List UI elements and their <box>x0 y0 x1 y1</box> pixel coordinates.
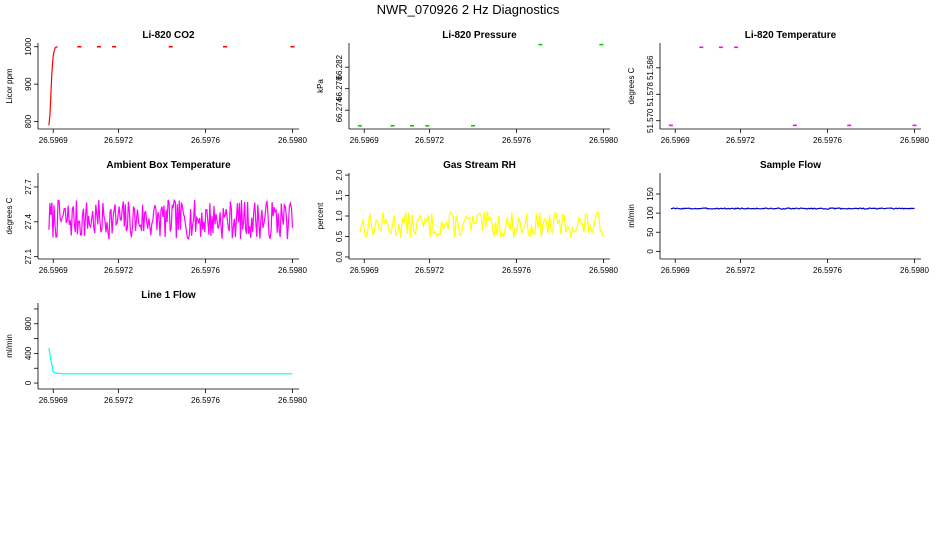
main-title: NWR_070926 2 Hz Diagnostics <box>376 2 560 17</box>
y-tick-label: 66.278 <box>335 76 344 101</box>
x-tick-label: 26.5976 <box>502 136 531 145</box>
y-tick-label: 27.4 <box>24 213 33 229</box>
x-tick-label: 26.5980 <box>589 136 618 145</box>
y-tick-label: 66.282 <box>335 54 344 79</box>
x-tick-label: 26.5972 <box>415 266 444 275</box>
x-tick-label: 26.5980 <box>278 136 307 145</box>
x-tick-label: 26.5969 <box>661 136 690 145</box>
x-tick-label: 26.5980 <box>900 136 929 145</box>
y-axis-label: Licor ppm <box>5 68 14 103</box>
x-tick-label: 26.5972 <box>104 396 133 405</box>
y-tick-label: 2.0 <box>335 169 344 181</box>
panel-3: Li-820 Temperature 26.5969 26.5972 26.5976 2… <box>627 30 929 145</box>
x-tick-label: 26.5976 <box>813 136 842 145</box>
x-tick-label: 26.5969 <box>350 136 379 145</box>
panel-1: Li-820 CO2 26.5969 26.5972 26.5976 26.5980 80… <box>5 30 307 145</box>
y-axis-label: ml/min <box>5 334 14 358</box>
y-axis-label: ml/min <box>627 204 636 228</box>
x-tick-label: 26.5976 <box>191 396 220 405</box>
y-tick-label: 51.586 <box>646 55 655 80</box>
y-tick-label: 51.578 <box>646 81 655 106</box>
panel-4: Ambient Box Temperature 26.5969 26.5972 26.… <box>5 160 307 275</box>
panel-title: Gas Stream RH <box>443 160 516 171</box>
x-tick-label: 26.5969 <box>39 136 68 145</box>
y-tick-label: 0.5 <box>335 230 344 242</box>
x-tick-label: 26.5976 <box>191 266 220 275</box>
x-tick-label: 26.5980 <box>278 396 307 405</box>
panel-title: Line 1 Flow <box>141 290 196 301</box>
x-tick-label: 26.5972 <box>726 266 755 275</box>
y-tick-label: 0 <box>24 380 33 385</box>
y-tick-label: 1.0 <box>335 210 344 222</box>
y-tick-label: 800 <box>24 114 33 128</box>
panel-5: Gas Stream RH 26.5969 26.5972 26.5976 26.598… <box>316 160 618 275</box>
y-tick-label: 27.7 <box>24 179 33 195</box>
y-tick-label: 66.274 <box>335 97 344 122</box>
x-tick-label: 26.5976 <box>502 266 531 275</box>
x-tick-label: 26.5969 <box>350 266 379 275</box>
y-tick-label: 900 <box>24 77 33 91</box>
series-line <box>48 348 293 375</box>
panel-title: Sample Flow <box>760 160 821 171</box>
y-tick-label: 50 <box>646 227 655 236</box>
y-axis-label: degrees C <box>5 197 14 234</box>
x-tick-label: 26.5972 <box>104 266 133 275</box>
x-tick-label: 26.5980 <box>278 266 307 275</box>
y-axis-label: kPa <box>316 79 325 93</box>
x-tick-label: 26.5972 <box>104 136 133 145</box>
series-line <box>359 211 605 239</box>
y-tick-label: 0.0 <box>335 251 344 263</box>
panel-title: Ambient Box Temperature <box>106 160 231 171</box>
y-tick-label: 0 <box>646 249 655 254</box>
series-line <box>48 46 58 126</box>
x-tick-label: 26.5976 <box>191 136 220 145</box>
y-axis-label: degrees C <box>627 67 636 104</box>
x-tick-label: 26.5980 <box>900 266 929 275</box>
y-tick-label: 100 <box>646 206 655 220</box>
y-tick-label: 27.1 <box>24 248 33 264</box>
panel-2: Li-820 Pressure 26.5969 26.5972 26.5976 26.5… <box>316 30 618 145</box>
x-tick-label: 26.5969 <box>39 396 68 405</box>
x-tick-label: 26.5969 <box>661 266 690 275</box>
y-tick-label: 51.570 <box>646 108 655 133</box>
x-tick-label: 26.5972 <box>415 136 444 145</box>
x-tick-label: 26.5969 <box>39 266 68 275</box>
y-tick-label: 1000 <box>24 37 33 55</box>
y-tick-label: 400 <box>24 346 33 360</box>
x-tick-label: 26.5972 <box>726 136 755 145</box>
panel-7: Line 1 Flow 26.5969 26.5972 26.5976 26.5980 0… <box>5 290 307 405</box>
panel-title: Li-820 Pressure <box>442 30 517 41</box>
panel-title: Li-820 Temperature <box>745 30 837 41</box>
y-tick-label: 1.5 <box>335 189 344 201</box>
panel-title: Li-820 CO2 <box>142 30 195 41</box>
x-tick-label: 26.5976 <box>813 266 842 275</box>
y-axis-label: percent <box>316 202 325 229</box>
series-line <box>670 207 915 210</box>
series-line <box>48 198 294 240</box>
y-tick-label: 800 <box>24 317 33 331</box>
x-tick-label: 26.5980 <box>589 266 618 275</box>
panel-6: Sample Flow 26.5969 26.5972 26.5976 26.5980 0… <box>627 160 929 275</box>
y-tick-label: 150 <box>646 187 655 201</box>
